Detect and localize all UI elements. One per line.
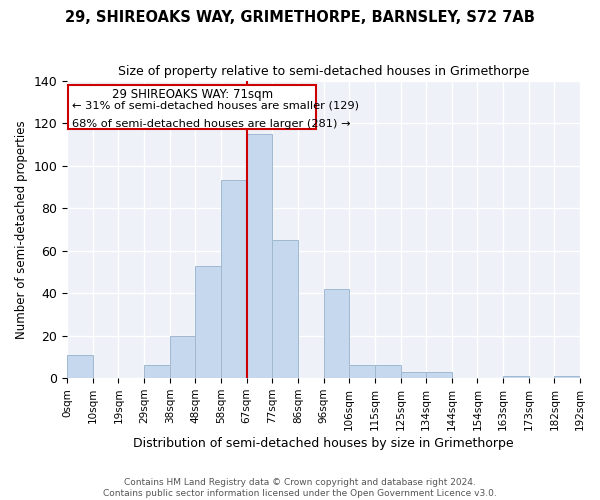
Bar bbox=[170, 336, 196, 378]
Bar bbox=[426, 372, 452, 378]
Text: Contains HM Land Registry data © Crown copyright and database right 2024.
Contai: Contains HM Land Registry data © Crown c… bbox=[103, 478, 497, 498]
Text: 29 SHIREOAKS WAY: 71sqm: 29 SHIREOAKS WAY: 71sqm bbox=[112, 88, 273, 101]
Bar bbox=[554, 376, 580, 378]
Text: ← 31% of semi-detached houses are smaller (129): ← 31% of semi-detached houses are smalle… bbox=[72, 101, 359, 111]
Bar bbox=[272, 240, 298, 378]
Bar bbox=[401, 372, 426, 378]
Bar bbox=[503, 376, 529, 378]
Text: 68% of semi-detached houses are larger (281) →: 68% of semi-detached houses are larger (… bbox=[72, 119, 351, 129]
Bar bbox=[196, 266, 221, 378]
Bar bbox=[349, 366, 375, 378]
Bar bbox=[323, 289, 349, 378]
Bar bbox=[221, 180, 247, 378]
Y-axis label: Number of semi-detached properties: Number of semi-detached properties bbox=[15, 120, 28, 338]
Text: 29, SHIREOAKS WAY, GRIMETHORPE, BARNSLEY, S72 7AB: 29, SHIREOAKS WAY, GRIMETHORPE, BARNSLEY… bbox=[65, 10, 535, 25]
Bar bbox=[375, 366, 401, 378]
X-axis label: Distribution of semi-detached houses by size in Grimethorpe: Distribution of semi-detached houses by … bbox=[133, 437, 514, 450]
Bar bbox=[247, 134, 272, 378]
Title: Size of property relative to semi-detached houses in Grimethorpe: Size of property relative to semi-detach… bbox=[118, 65, 529, 78]
FancyBboxPatch shape bbox=[68, 85, 316, 130]
Bar bbox=[67, 355, 93, 378]
Bar bbox=[144, 366, 170, 378]
